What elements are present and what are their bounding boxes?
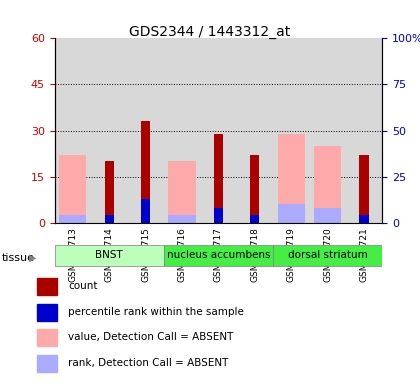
Bar — [200, 38, 236, 223]
Text: rank, Detection Call = ABSENT: rank, Detection Call = ABSENT — [68, 358, 229, 368]
Bar — [278, 204, 305, 223]
Bar — [273, 38, 310, 223]
Bar — [55, 38, 91, 223]
Bar — [214, 208, 223, 223]
Bar — [250, 215, 259, 223]
Bar — [360, 215, 369, 223]
Bar — [168, 161, 196, 223]
Text: count: count — [68, 281, 98, 291]
Bar — [278, 134, 305, 223]
Bar — [105, 215, 114, 223]
Text: nucleus accumbens: nucleus accumbens — [167, 250, 270, 260]
Bar — [59, 215, 87, 223]
Text: tissue: tissue — [2, 253, 35, 263]
Bar — [250, 155, 259, 223]
Bar — [91, 38, 127, 223]
Text: dorsal striatum: dorsal striatum — [288, 250, 368, 260]
Text: GDS2344 / 1443312_at: GDS2344 / 1443312_at — [129, 25, 291, 39]
Bar — [37, 278, 57, 295]
Bar — [164, 38, 200, 223]
FancyBboxPatch shape — [164, 245, 273, 266]
Text: value, Detection Call = ABSENT: value, Detection Call = ABSENT — [68, 332, 234, 342]
Bar — [59, 155, 87, 223]
Bar — [168, 215, 196, 223]
Bar — [37, 355, 57, 372]
Bar — [141, 121, 150, 223]
FancyBboxPatch shape — [273, 245, 382, 266]
Text: BNST: BNST — [95, 250, 123, 260]
Bar — [141, 199, 150, 223]
Bar — [236, 38, 273, 223]
Bar — [310, 38, 346, 223]
Bar — [314, 146, 341, 223]
Bar — [314, 208, 341, 223]
Bar — [37, 304, 57, 321]
Text: ▶: ▶ — [29, 253, 36, 263]
Bar — [127, 38, 164, 223]
Bar — [346, 38, 382, 223]
Bar — [214, 134, 223, 223]
Text: percentile rank within the sample: percentile rank within the sample — [68, 306, 244, 317]
Bar — [37, 329, 57, 346]
Bar — [105, 161, 114, 223]
FancyBboxPatch shape — [55, 245, 164, 266]
Bar — [360, 155, 369, 223]
